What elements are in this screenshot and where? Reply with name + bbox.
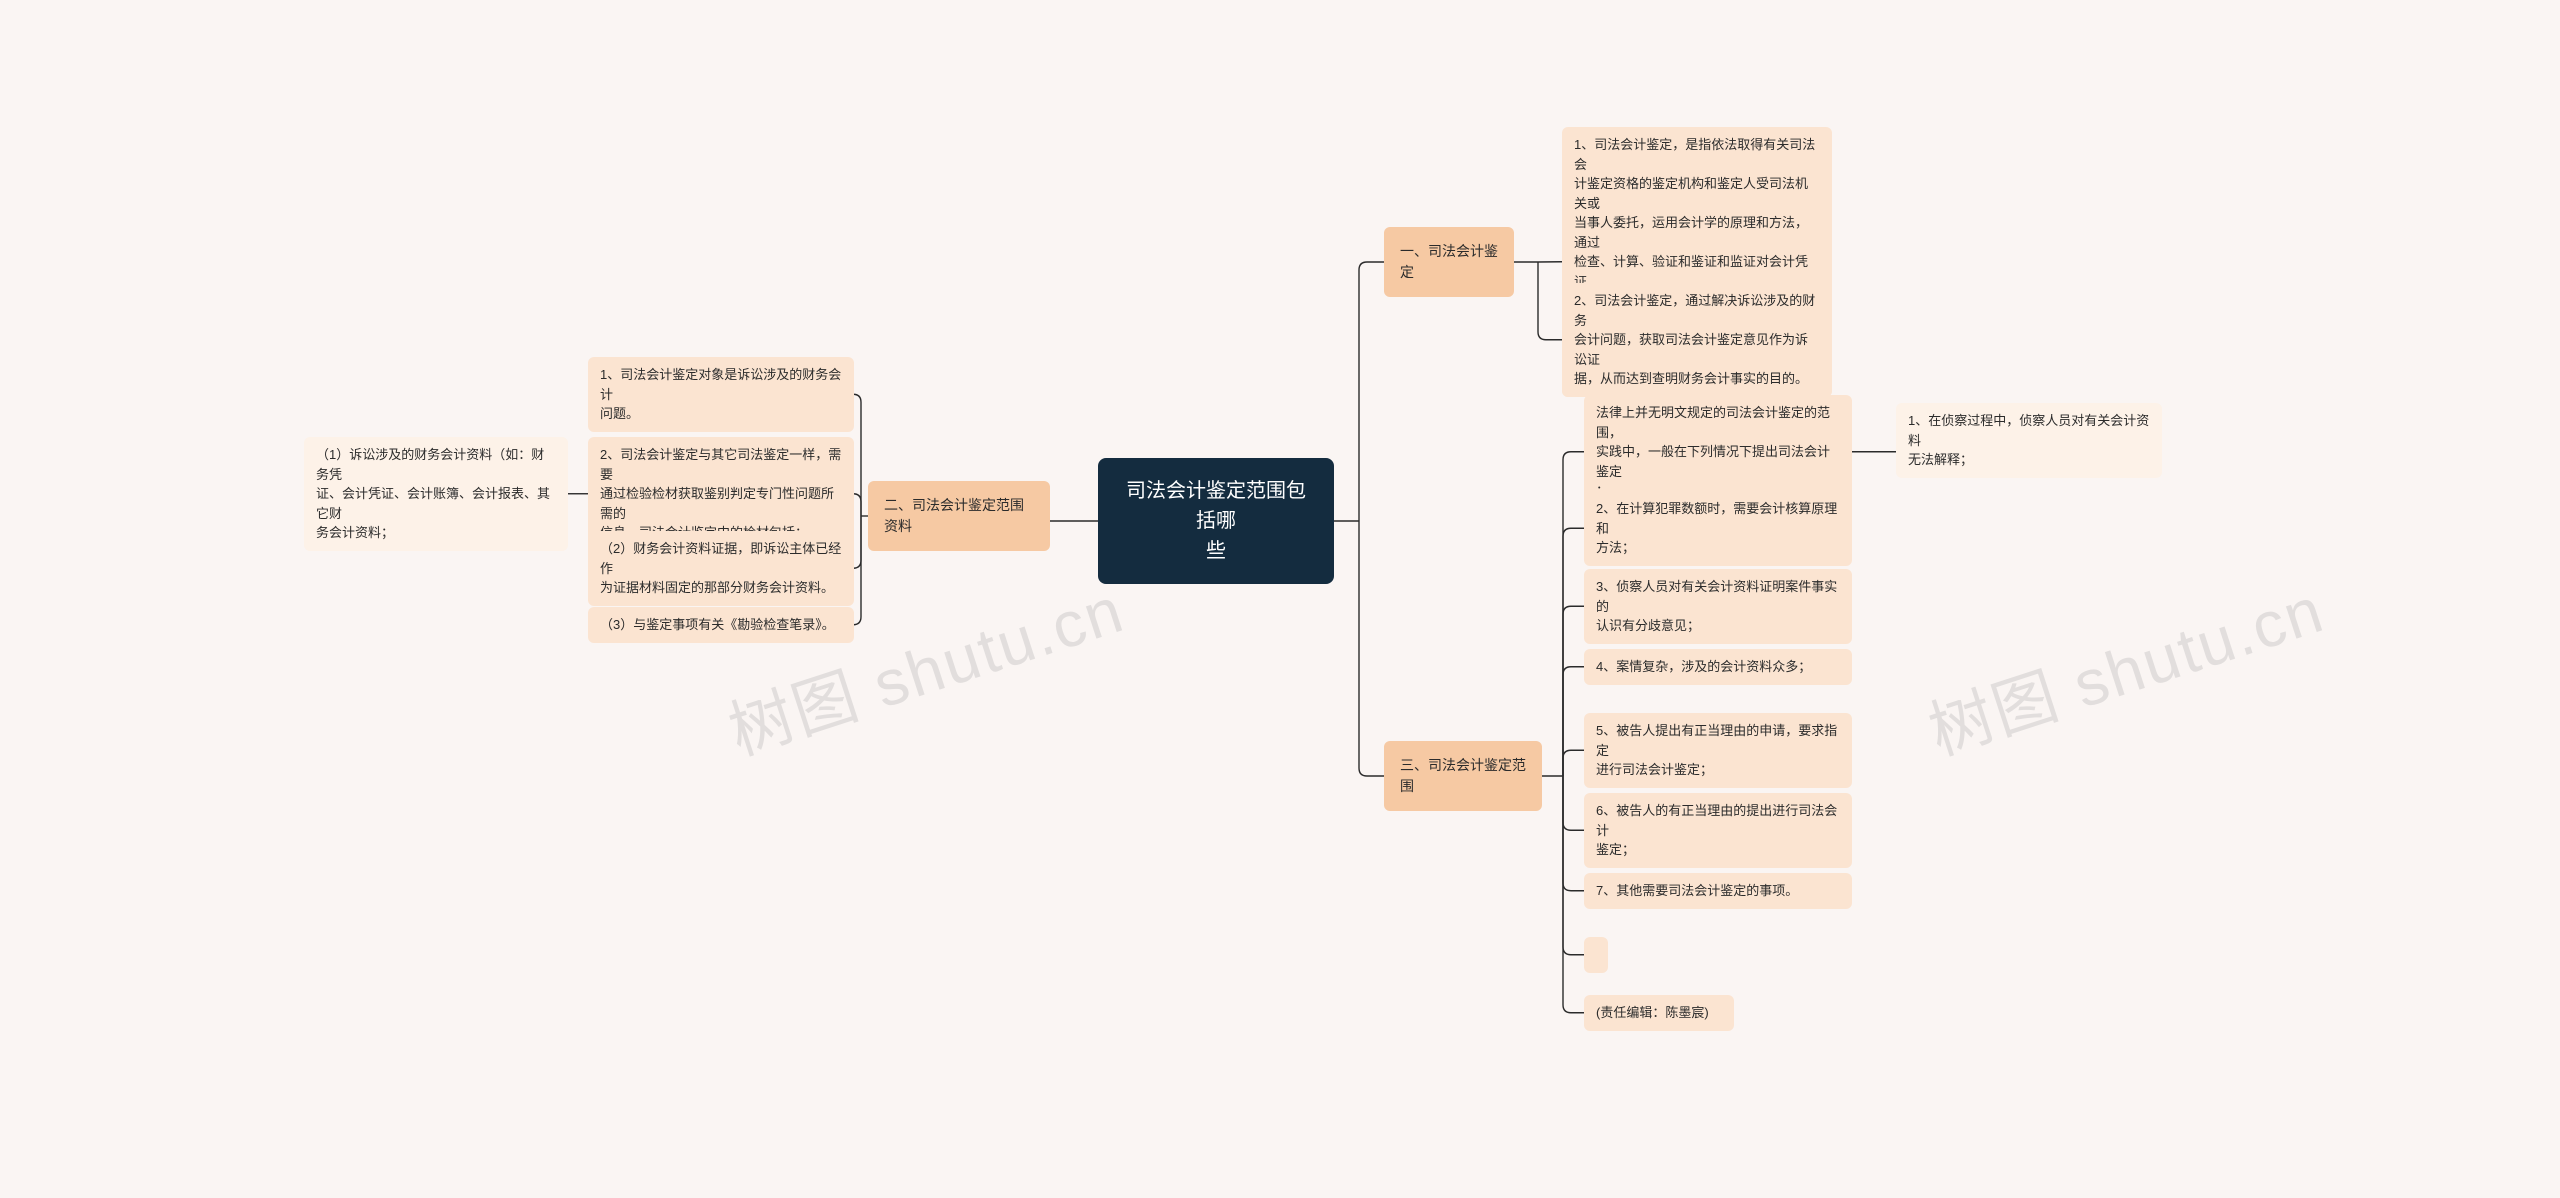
node-s2b1[interactable]: （1）诉讼涉及的财务会计资料（如：财务凭 证、会计凭证、会计账簿、会计报表、其它…	[304, 437, 568, 551]
node-s3h[interactable]	[1584, 937, 1608, 973]
node-s1b[interactable]: 2、司法会计鉴定，通过解决诉讼涉及的财务 会计问题，获取司法会计鉴定意见作为诉讼…	[1562, 283, 1832, 397]
node-s3d[interactable]: 4、案情复杂，涉及的会计资料众多；	[1584, 649, 1852, 685]
node-s1[interactable]: 一、司法会计鉴定	[1384, 227, 1514, 297]
node-s2a[interactable]: 1、司法会计鉴定对象是诉讼涉及的财务会计 问题。	[588, 357, 854, 432]
root-node[interactable]: 司法会计鉴定范围包括哪 些	[1098, 458, 1334, 584]
node-s3f[interactable]: 6、被告人的有正当理由的提出进行司法会计 鉴定；	[1584, 793, 1852, 868]
node-s2c[interactable]: （2）财务会计资料证据，即诉讼主体已经作 为证据材料固定的那部分财务会计资料。	[588, 531, 854, 606]
mindmap-canvas: 司法会计鉴定范围包括哪 些二、司法会计鉴定范围资料 一、司法会计鉴定三、司法会计鉴…	[0, 0, 2560, 1198]
connector-layer	[0, 0, 2560, 1198]
node-s3[interactable]: 三、司法会计鉴定范围	[1384, 741, 1542, 811]
node-s3i[interactable]: (责任编辑：陈墨宸)	[1584, 995, 1734, 1031]
node-s3g[interactable]: 7、其他需要司法会计鉴定的事项。	[1584, 873, 1852, 909]
node-s2[interactable]: 二、司法会计鉴定范围资料	[868, 481, 1050, 551]
node-s3b[interactable]: 2、在计算犯罪数额时，需要会计核算原理和 方法；	[1584, 491, 1852, 566]
node-s3c[interactable]: 3、侦察人员对有关会计资料证明案件事实的 认识有分歧意见；	[1584, 569, 1852, 644]
node-s2d[interactable]: （3）与鉴定事项有关《勘验检查笔录》。	[588, 607, 854, 643]
watermark-1: 树图 shutu.cn	[1916, 559, 2334, 773]
node-s3e[interactable]: 5、被告人提出有正当理由的申请，要求指定 进行司法会计鉴定；	[1584, 713, 1852, 788]
node-s3a1[interactable]: 1、在侦察过程中，侦察人员对有关会计资料 无法解释；	[1896, 403, 2162, 478]
